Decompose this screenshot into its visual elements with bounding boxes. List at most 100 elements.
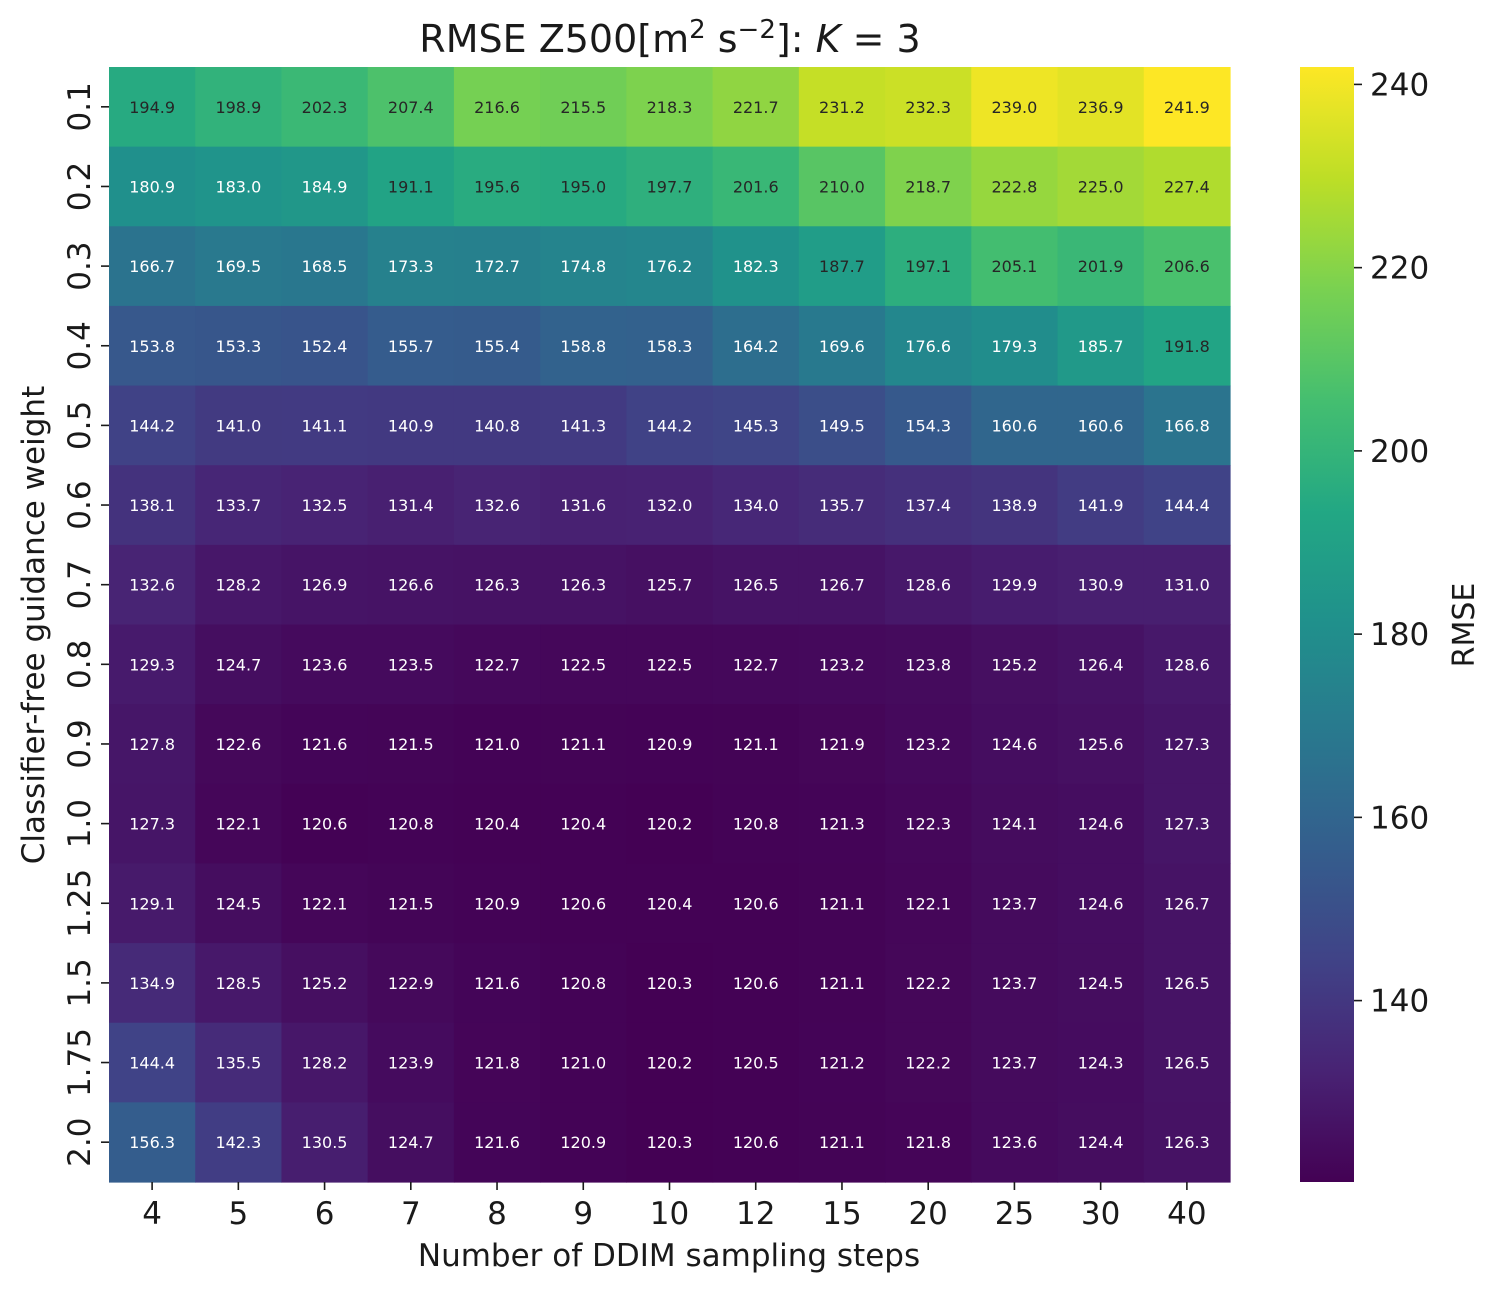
heatmap-cell [195, 1102, 283, 1183]
cell-value-label: 197.7 [647, 177, 693, 196]
cell-value-label: 125.2 [302, 974, 348, 993]
heatmap-cell [626, 67, 714, 148]
cell-value-label: 141.1 [302, 416, 348, 435]
cell-value-label: 123.5 [388, 655, 434, 674]
cell-value-label: 135.5 [215, 1054, 261, 1073]
heatmap-cell [1057, 783, 1145, 865]
colorbar-tick-label: 140 [1370, 984, 1429, 1020]
cell-value-label: 221.7 [733, 98, 779, 117]
cell-value-label: 142.3 [215, 1133, 261, 1152]
cell-value-label: 124.3 [1078, 1054, 1124, 1073]
cell-value-label: 120.4 [560, 815, 606, 834]
cell-value-label: 156.3 [129, 1133, 175, 1152]
heatmap-cell [885, 305, 972, 387]
heatmap-cell [367, 863, 455, 944]
cell-value-label: 191.1 [388, 177, 434, 196]
cell-value-label: 120.6 [302, 815, 348, 834]
heatmap-cell [281, 704, 369, 785]
cell-value-label: 126.4 [1078, 655, 1124, 674]
cell-value-label: 201.6 [733, 177, 779, 196]
y-tick-label: 0.6 [62, 480, 98, 529]
heatmap-cell [367, 226, 455, 307]
cell-value-label: 120.9 [474, 894, 520, 913]
heatmap-cell [109, 943, 196, 1024]
cell-value-label: 121.8 [474, 1054, 520, 1073]
heatmap-cell [885, 943, 972, 1024]
heatmap-cell [626, 624, 714, 705]
heatmap-cell [367, 624, 455, 705]
heatmap-cell [540, 67, 627, 148]
cell-value-label: 123.6 [992, 1133, 1038, 1152]
heatmap-cell [712, 385, 800, 466]
heatmap-cell [281, 146, 369, 227]
cell-value-label: 176.2 [647, 257, 693, 276]
cell-value-label: 206.6 [1164, 257, 1210, 276]
cell-value-label: 121.1 [819, 974, 865, 993]
cell-value-label: 144.4 [1164, 496, 1210, 515]
cell-value-label: 120.3 [647, 1133, 693, 1152]
cell-value-label: 127.8 [129, 735, 175, 754]
heatmap-cell [453, 863, 541, 944]
cell-value-label: 191.8 [1164, 337, 1210, 356]
cell-value-label: 207.4 [388, 98, 434, 117]
cell-value-label: 183.0 [215, 177, 261, 196]
heatmap-cell [1143, 624, 1231, 705]
cell-value-label: 120.4 [474, 815, 520, 834]
cell-value-label: 201.9 [1078, 257, 1124, 276]
heatmap-cell [885, 704, 972, 785]
colorbar-gradient [1300, 67, 1354, 1182]
heatmap-cell [195, 146, 283, 227]
cell-value-label: 195.0 [560, 177, 606, 196]
cell-value-label: 121.5 [388, 735, 434, 754]
heatmap-cell [540, 863, 627, 944]
cell-value-label: 197.1 [905, 257, 951, 276]
cell-value-label: 154.3 [905, 416, 951, 435]
cell-value-label: 121.1 [560, 735, 606, 754]
cell-value-label: 129.1 [129, 894, 175, 913]
cell-value-label: 184.9 [302, 177, 348, 196]
heatmap-cell [1143, 1022, 1231, 1103]
y-axis-label: Classifier-free guidance weight [16, 386, 52, 864]
x-tick-label: 4 [142, 1196, 162, 1232]
cell-value-label: 194.9 [129, 98, 175, 117]
cell-value-label: 123.2 [905, 735, 951, 754]
heatmap-cell [885, 544, 972, 626]
heatmap-cell [109, 544, 196, 626]
cell-value-label: 122.2 [905, 1054, 951, 1073]
heatmap-cell [798, 226, 886, 307]
cell-value-label: 132.6 [129, 576, 175, 595]
cell-value-label: 120.8 [388, 815, 434, 834]
cell-value-label: 123.7 [992, 894, 1038, 913]
y-tick-label: 0.8 [62, 640, 98, 689]
heatmap-cell [195, 863, 283, 944]
heatmap-cell [367, 1102, 455, 1183]
x-tick-label: 6 [315, 1196, 335, 1232]
heatmap-cell [540, 943, 627, 1024]
heatmap-cell [971, 146, 1059, 227]
heatmap-cell [540, 704, 627, 785]
heatmap-cell [971, 863, 1059, 944]
heatmap-cell [367, 1022, 455, 1103]
heatmap-cell [540, 465, 627, 546]
heatmap-cell [281, 624, 369, 705]
x-tick-label: 30 [1081, 1196, 1120, 1232]
y-tick-label: 0.2 [62, 162, 98, 211]
x-tick-label: 15 [822, 1196, 861, 1232]
cell-value-label: 176.6 [905, 337, 951, 356]
y-tick-label: 0.5 [62, 401, 98, 450]
heatmap-cell [367, 544, 455, 626]
x-axis: 4 5 6 7 8 9 10 12 15 20 25 30 40 [142, 1182, 1207, 1232]
cell-value-label: 215.5 [560, 98, 606, 117]
cell-value-label: 120.6 [733, 974, 779, 993]
heatmap-cell [540, 146, 627, 227]
heatmap-cell [195, 226, 283, 307]
heatmap-cell [281, 1022, 369, 1103]
heatmap-cell [281, 465, 369, 546]
cell-value-label: 122.3 [905, 815, 951, 834]
cell-value-label: 121.6 [474, 974, 520, 993]
heatmap-cell [626, 704, 714, 785]
cell-value-label: 126.5 [1164, 1054, 1210, 1073]
title-sup-2: −2 [738, 15, 776, 45]
heatmap-cell [281, 1102, 369, 1183]
